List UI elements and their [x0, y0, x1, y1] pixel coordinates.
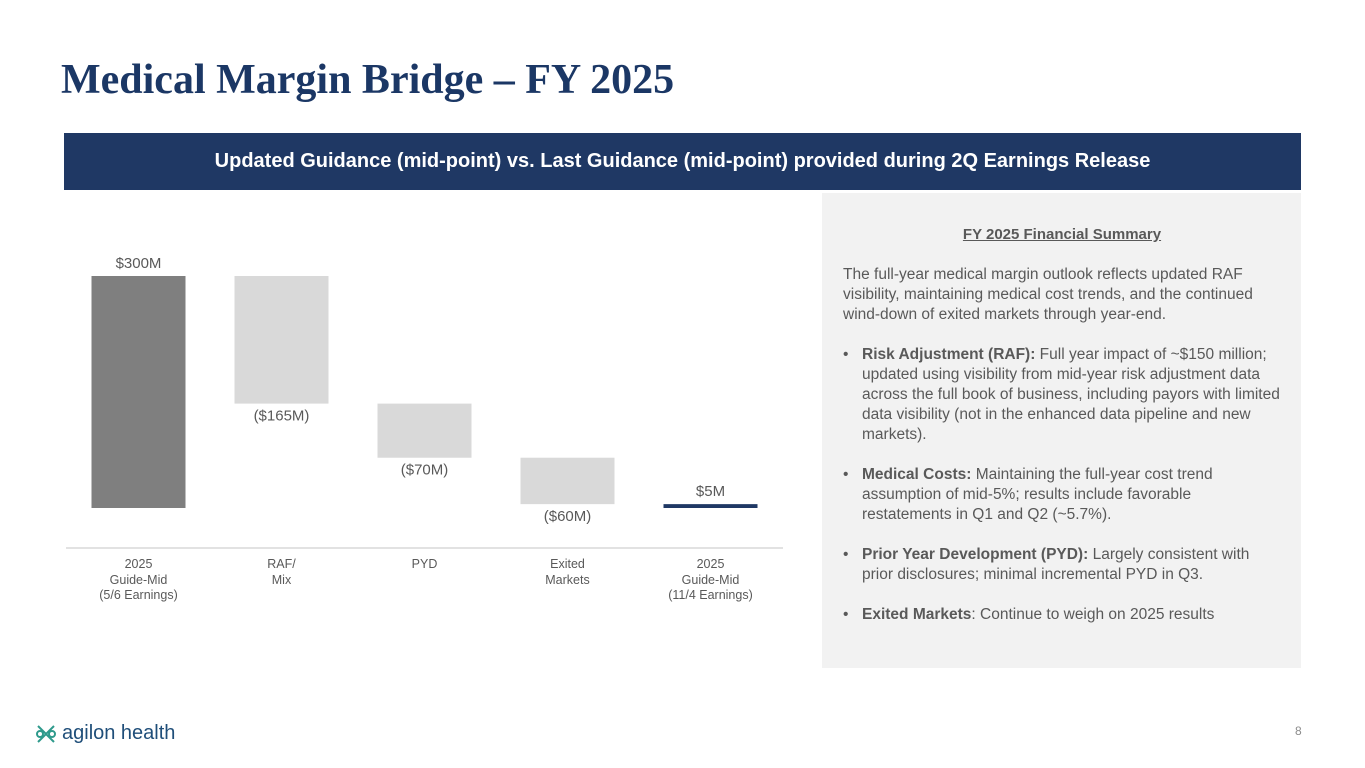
- value-label: $5M: [696, 483, 725, 500]
- value-label: ($70M): [401, 462, 449, 479]
- bar: [520, 457, 615, 505]
- bar: [91, 276, 186, 508]
- category-label: PYD: [411, 557, 438, 571]
- value-label: ($165M): [254, 408, 310, 425]
- slide-title: Medical Margin Bridge – FY 2025: [61, 57, 675, 103]
- bullet-label: Medical Costs:: [862, 466, 972, 483]
- summary-heading: FY 2025 Financial Summary: [962, 226, 1162, 243]
- logo-icon: [36, 725, 56, 743]
- bullet-text: : Continue to weigh on 2025 results: [971, 606, 1215, 623]
- bullet-label: Exited Markets: [862, 606, 972, 623]
- summary-intro: The full-year medical margin outlook ref…: [843, 266, 1253, 323]
- category-label: RAF/ Mix: [267, 557, 296, 587]
- summary-bullet: Risk Adjustment (RAF): Full year impact …: [843, 345, 1281, 445]
- value-label: $300M: [116, 255, 162, 272]
- chart: $300M ($165M) ($70M) ($60M) $5M: [66, 255, 783, 549]
- summary-bullet: Medical Costs: Maintaining the full-year…: [843, 465, 1281, 525]
- summary-bullet: Prior Year Development (PYD): Largely co…: [843, 545, 1281, 585]
- bullet-label: Risk Adjustment (RAF):: [862, 346, 1036, 363]
- bar: [377, 403, 472, 458]
- bullet-text: Largely consistent with prior disclosure…: [862, 546, 1250, 583]
- category-label: 2025 Guide-Mid (11/4 Earnings): [668, 557, 753, 602]
- banner: Updated Guidance (mid-point) vs. Last Gu…: [64, 133, 1301, 190]
- category-label: 2025 Guide-Mid (5/6 Earnings): [99, 557, 178, 602]
- banner-text: Updated Guidance (mid-point) vs. Last Gu…: [214, 150, 1151, 172]
- logo-text: agilon health: [62, 722, 176, 744]
- summary-bullet: Exited Markets: Continue to weigh on 202…: [843, 605, 1281, 625]
- summary-bullets: Risk Adjustment (RAF): Full year impact …: [843, 345, 1281, 625]
- page-number: 8: [1295, 724, 1302, 738]
- bullet-text: Maintaining the full-year cost trend ass…: [862, 466, 1213, 523]
- bullet-label: Prior Year Development (PYD):: [862, 546, 1089, 563]
- bar: [663, 504, 758, 508]
- bar: [234, 276, 329, 404]
- bullet-text: Full year impact of ~$150 million; updat…: [862, 346, 1280, 443]
- value-label: ($60M): [544, 508, 592, 525]
- category-label: Exited Markets: [545, 557, 590, 587]
- summary-panel: FY 2025 Financial Summary The full-year …: [822, 193, 1301, 668]
